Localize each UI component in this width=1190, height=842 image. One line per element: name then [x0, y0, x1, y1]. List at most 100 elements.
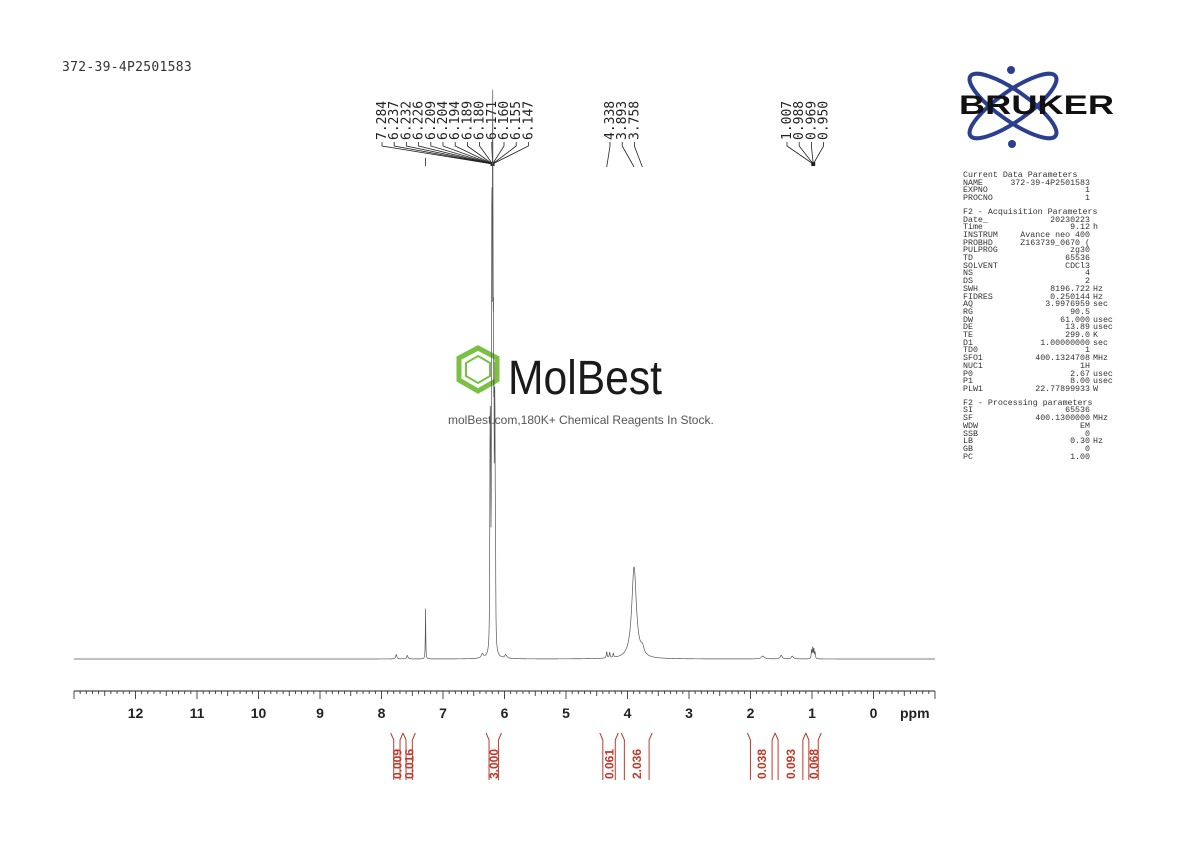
param-unit: MHz: [1093, 414, 1108, 424]
integral-value: 0.016: [403, 749, 417, 779]
param-value: 400.1324708: [1035, 354, 1090, 364]
param-row: NS 4: [963, 270, 1113, 278]
param-row: SSB 0: [963, 430, 1113, 439]
param-unit: [1093, 195, 1113, 203]
param-key: INSTRUM: [963, 230, 998, 240]
param-row: P1 8.00 usec: [963, 378, 1113, 386]
x-tick-label: 1: [808, 705, 816, 721]
param-key: TE: [963, 331, 973, 341]
x-tick-label: 2: [747, 705, 755, 721]
watermark-tagline: molBest.com,180K+ Chemical Reagents In S…: [448, 413, 714, 427]
param-value: 1: [1085, 194, 1090, 204]
param-key: RG: [963, 307, 973, 317]
param-value: 1.00000000: [1040, 338, 1090, 348]
integral-bracket: [599, 732, 619, 780]
peak-label: 6.180: [473, 101, 488, 140]
param-value: Z163739_0670 (: [1020, 238, 1090, 248]
peak-label: 6.155: [509, 101, 524, 140]
param-unit: [1093, 454, 1113, 462]
integral-value: 0.068: [807, 749, 821, 779]
x-tick-label: 0: [870, 705, 878, 721]
param-key: PROCNO: [963, 194, 993, 204]
param-unit: K: [1093, 331, 1098, 341]
param-key: PULPROG: [963, 246, 998, 256]
param-row: GB 0: [963, 445, 1113, 454]
param-value: 400.1300000: [1035, 414, 1090, 424]
param-key: SFO1: [963, 354, 983, 364]
param-unit: Hz: [1093, 284, 1103, 294]
param-key: AQ: [963, 300, 973, 310]
param-value: 8196.722: [1050, 284, 1090, 294]
peak-label-leader: [381, 142, 493, 165]
spectrum-line: [74, 89, 935, 660]
integral-value: 2.036: [630, 749, 644, 779]
peak-label: 0.988: [792, 101, 807, 140]
integral-bracket: [390, 732, 404, 780]
param-value: EM: [1080, 421, 1090, 431]
x-tick-label: 3: [685, 705, 693, 721]
param-value: 299.0: [1065, 331, 1090, 341]
param-unit: [1093, 446, 1113, 454]
param-unit: Hz: [1093, 292, 1103, 302]
param-unit: [1093, 232, 1113, 240]
param-key: PC: [963, 452, 973, 462]
param-row: Date_ 20230223: [963, 216, 1113, 225]
param-key: SI: [963, 406, 973, 416]
integral-bracket: [620, 732, 653, 780]
x-tick-label: 4: [624, 705, 632, 721]
param-row: WDW EM: [963, 421, 1113, 431]
integral-value: 0.093: [784, 749, 798, 779]
peak-label-leader: [634, 142, 643, 168]
integral-value: 3.000: [487, 749, 501, 779]
param-section-current: Current Data Parameters NAME 372-39-4P2501…: [963, 172, 1113, 203]
peak-label-leader: [430, 142, 493, 165]
peak-label: 6.194: [448, 101, 463, 140]
param-value: 1: [1085, 186, 1090, 196]
param-unit: usec: [1093, 377, 1113, 387]
peak-label-junction: [811, 162, 816, 166]
param-value: 1.00: [1070, 452, 1090, 462]
param-row: FIDRES 0.250144 Hz: [963, 292, 1113, 302]
param-unit: usec: [1093, 323, 1113, 333]
bruker-logo: BRUKER: [959, 66, 1114, 148]
param-row: PLW1 22.77899933 W: [963, 385, 1113, 394]
param-unit: usec: [1093, 369, 1113, 379]
param-unit: [1093, 180, 1113, 188]
peak-label-leader: [492, 142, 529, 165]
molbest-hexagon-inner-icon: [465, 354, 491, 385]
integral-value: 0.038: [755, 749, 769, 779]
param-row: NAME 372-39-4P2501583: [963, 178, 1113, 188]
param-value: 1H: [1080, 361, 1090, 371]
molbest-name: MolBest: [508, 352, 662, 405]
peak-label-leader: [406, 142, 493, 165]
param-value: 90.5: [1070, 307, 1090, 317]
param-key: EXPNO: [963, 186, 988, 196]
param-row: SFO1 400.1324708 MHz: [963, 355, 1113, 363]
x-tick-label: 12: [128, 705, 144, 721]
peak-label-leader: [621, 142, 635, 168]
bruker-orbit-1-icon: [967, 71, 1059, 141]
param-key: Time: [963, 223, 983, 233]
integral-bracket: [402, 732, 416, 780]
param-section-title: F2 - Processing parameters: [963, 398, 1093, 408]
peak-label: 4.338: [603, 101, 618, 140]
x-tick-label: 5: [562, 705, 570, 721]
param-row: TE 299.0 K: [963, 332, 1113, 340]
peak-label-leader: [492, 142, 517, 165]
param-row: D1 1.00000000 sec: [963, 338, 1113, 348]
param-value: 1: [1085, 346, 1090, 356]
param-key: TD0: [963, 346, 978, 356]
param-value: zg30: [1070, 246, 1090, 256]
param-unit: h: [1093, 223, 1098, 233]
peak-label: 6.209: [424, 101, 439, 140]
integral-value: 0.009: [390, 749, 404, 779]
param-key: NAME: [963, 178, 983, 188]
peak-label: 6.160: [497, 101, 512, 140]
peak-label: 0.969: [804, 101, 819, 140]
integral-bracket: [485, 732, 502, 780]
param-key: SF: [963, 414, 973, 424]
param-unit: [1093, 247, 1113, 255]
param-key: D1: [963, 338, 973, 348]
